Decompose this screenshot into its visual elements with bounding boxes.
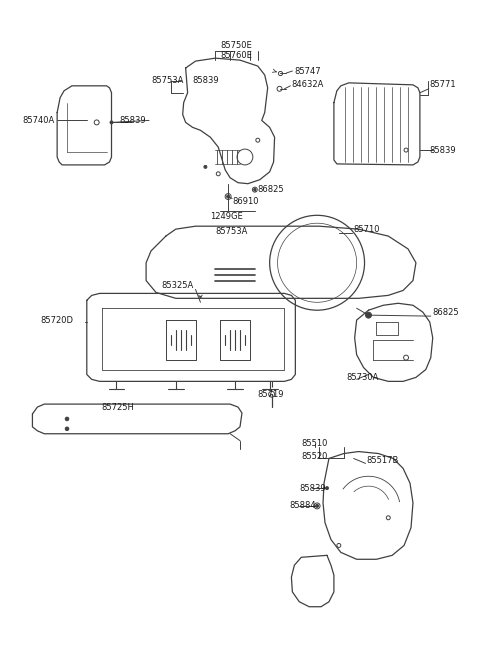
Text: 85839: 85839 <box>300 483 326 493</box>
Text: 85760E: 85760E <box>220 50 252 60</box>
Circle shape <box>110 121 113 124</box>
Polygon shape <box>291 555 334 607</box>
Polygon shape <box>146 226 416 298</box>
Polygon shape <box>87 293 295 381</box>
Text: 85325A: 85325A <box>161 281 193 290</box>
Polygon shape <box>57 86 111 165</box>
Text: 85747: 85747 <box>294 67 321 75</box>
Circle shape <box>65 417 69 421</box>
Polygon shape <box>183 58 275 183</box>
Text: 86825: 86825 <box>258 185 285 194</box>
Text: 85839: 85839 <box>120 116 146 125</box>
Text: 86910: 86910 <box>232 197 259 206</box>
Polygon shape <box>355 303 433 381</box>
Text: 86825: 86825 <box>433 308 459 316</box>
Circle shape <box>227 195 229 198</box>
Polygon shape <box>334 83 420 165</box>
Circle shape <box>325 487 328 489</box>
Text: 85725H: 85725H <box>102 403 134 411</box>
Text: 85753A: 85753A <box>151 77 183 85</box>
Polygon shape <box>323 451 413 559</box>
Text: 85520: 85520 <box>301 452 328 461</box>
Circle shape <box>65 427 69 430</box>
Text: 85730A: 85730A <box>347 373 379 382</box>
Text: 84632A: 84632A <box>291 81 324 89</box>
Polygon shape <box>33 404 242 434</box>
Text: 85750E: 85750E <box>220 41 252 50</box>
Text: 85740A: 85740A <box>23 116 55 125</box>
Text: 85719: 85719 <box>258 390 284 399</box>
Text: 85720D: 85720D <box>40 316 73 325</box>
Text: 85771: 85771 <box>430 81 456 89</box>
Text: 1249GE: 1249GE <box>210 212 243 221</box>
Circle shape <box>204 166 207 168</box>
Text: 85517B: 85517B <box>367 456 399 465</box>
Circle shape <box>253 189 256 191</box>
Text: 85753A: 85753A <box>216 227 248 236</box>
Text: 85710: 85710 <box>354 225 380 234</box>
Text: 85884: 85884 <box>289 502 316 510</box>
Text: 85510: 85510 <box>301 439 328 448</box>
Circle shape <box>316 504 319 508</box>
Text: 85839: 85839 <box>430 145 456 155</box>
Text: 85839: 85839 <box>192 77 219 85</box>
Circle shape <box>366 312 372 318</box>
